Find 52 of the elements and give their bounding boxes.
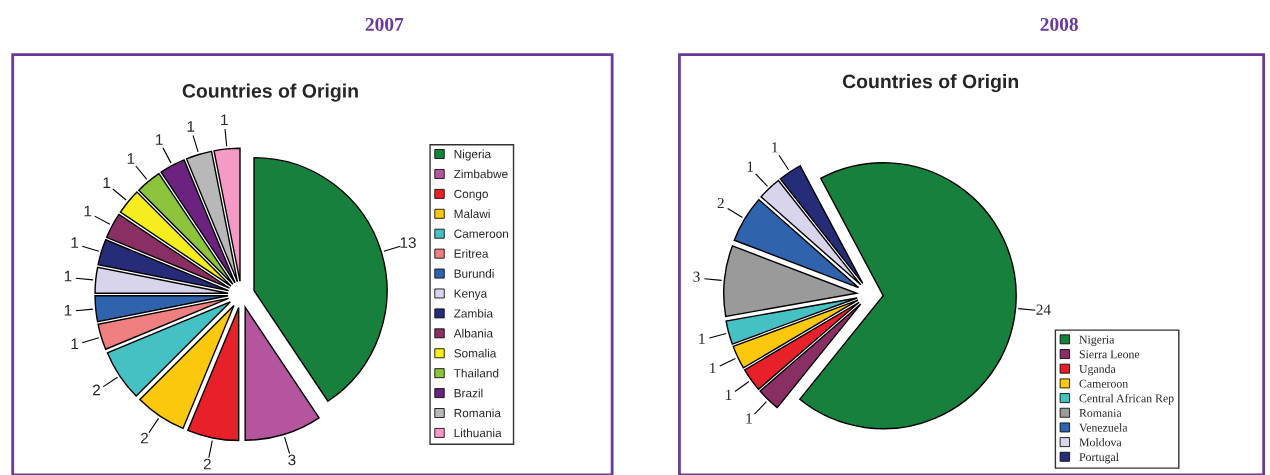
legend-label: Nigeria (454, 149, 492, 161)
data-label: 2 (141, 432, 148, 444)
data-label: 13 (400, 237, 416, 249)
legend-label: Romania (454, 408, 501, 418)
data-label: 2 (717, 197, 724, 209)
legend-label: Central African Rep (1079, 393, 1174, 405)
chart-subtitle: Countries of Origin (842, 74, 1019, 93)
legend-label: Brazil (454, 388, 483, 398)
legend-label: Zambia (454, 308, 494, 318)
data-label: 1 (772, 142, 778, 153)
legend-label: Congo (454, 189, 488, 201)
data-label: 1 (64, 270, 72, 282)
data-label: 1 (747, 161, 754, 172)
legend-label: Somalia (454, 348, 497, 358)
chart-title: 2007 (365, 17, 404, 31)
data-label: 2 (92, 384, 100, 396)
legend-label: Albania (453, 328, 494, 338)
legend-label: Portugal (1079, 452, 1119, 464)
legend-label: Kenya (454, 289, 488, 301)
legend-label: Burundi (454, 269, 494, 278)
legend-label: Romania (1079, 409, 1122, 417)
data-label: 1 (187, 121, 195, 132)
legend-label: Lithuania (454, 428, 502, 438)
chart-title: 2008 (1040, 17, 1078, 31)
data-label: 1 (71, 237, 79, 248)
legend-label: Sierra Leone (1079, 350, 1140, 359)
data-label: 1 (726, 389, 732, 400)
data-label: 3 (288, 454, 296, 466)
legend-label: Cameroon (1079, 379, 1129, 388)
data-label: 1 (746, 413, 752, 424)
legend-label: Malawi (454, 209, 490, 219)
legend-label: Moldova (1079, 438, 1122, 447)
data-label: 24 (1036, 304, 1051, 315)
data-label: 2 (203, 458, 211, 470)
data-label: 1 (84, 205, 92, 217)
data-label: 3 (693, 271, 700, 282)
data-label: 1 (127, 153, 135, 164)
data-label: 1 (103, 177, 111, 188)
legend-label: Cameroon (454, 229, 509, 238)
data-label: 1 (64, 305, 72, 316)
data-label: 1 (221, 114, 228, 126)
data-label: 1 (71, 338, 79, 350)
data-label: 1 (156, 134, 163, 145)
data-label: 1 (699, 333, 705, 344)
legend-label: Zimbabwe (454, 169, 508, 179)
data-label: 1 (710, 362, 716, 373)
legend-label: Thailand (453, 368, 499, 378)
legend-label: Eritrea (454, 249, 489, 258)
legend-label: Uganda (1079, 364, 1116, 376)
chart-subtitle: Countries of Origin (182, 83, 358, 102)
legend-label: Venezuela (1079, 423, 1128, 432)
legend-label: Nigeria (1079, 335, 1115, 346)
